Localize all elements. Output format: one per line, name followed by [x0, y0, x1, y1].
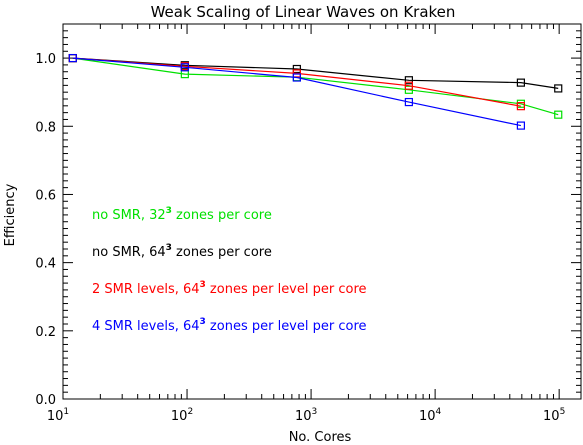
y-tick-label: 0.4 — [35, 257, 56, 272]
data-point-0 — [554, 110, 563, 119]
data-point-1 — [404, 76, 413, 85]
data-point-1 — [292, 64, 301, 74]
legend-entry-2: 2 SMR levels, 643 zones per level per co… — [92, 280, 367, 297]
y-axis-label: Efficiency — [3, 183, 18, 246]
y-tick-label: 0.8 — [35, 120, 56, 135]
data-point-3 — [404, 97, 413, 107]
data-point-1 — [554, 84, 563, 93]
legend: no SMR, 323 zones per core no SMR, 643 zo… — [92, 206, 367, 334]
data-point-3 — [516, 121, 525, 130]
series-group — [68, 53, 563, 130]
data-point-3 — [292, 73, 301, 82]
x-tick-label: 101 — [47, 407, 69, 424]
y-tick-label: 0.2 — [35, 325, 56, 340]
x-tick-label: 104 — [419, 407, 442, 424]
axis-ticks — [62, 23, 581, 400]
data-point-3 — [180, 63, 189, 72]
series-line-3 — [72, 57, 522, 127]
legend-entry-3: 4 SMR levels, 643 zones per level per co… — [92, 317, 367, 334]
chart-title: Weak Scaling of Linear Waves on Kraken — [151, 3, 456, 21]
y-tick-label: 0.0 — [35, 393, 56, 408]
series-line-2 — [72, 57, 522, 107]
series-line-0 — [72, 57, 559, 116]
data-point-2 — [516, 102, 525, 111]
y-tick-label: 0.6 — [35, 188, 56, 203]
data-point-1 — [516, 78, 525, 87]
x-tick-label: 102 — [171, 407, 193, 424]
x-tick-label: 103 — [295, 407, 317, 424]
y-tick-labels: 0.0 0.2 0.4 0.6 0.8 1.0 — [35, 52, 56, 408]
data-point-2 — [404, 81, 413, 90]
x-tick-label: 105 — [543, 407, 565, 424]
x-tick-labels: 101 102 103 104 105 — [47, 407, 565, 424]
legend-entry-1: no SMR, 643 zones per core — [92, 243, 272, 260]
legend-entry-0: no SMR, 323 zones per core — [92, 206, 272, 223]
x-axis-label: No. Cores — [289, 430, 352, 445]
data-point-3 — [68, 53, 77, 63]
plot-frame — [62, 23, 582, 400]
y-tick-label: 1.0 — [35, 52, 56, 67]
series-line-1 — [72, 57, 559, 89]
